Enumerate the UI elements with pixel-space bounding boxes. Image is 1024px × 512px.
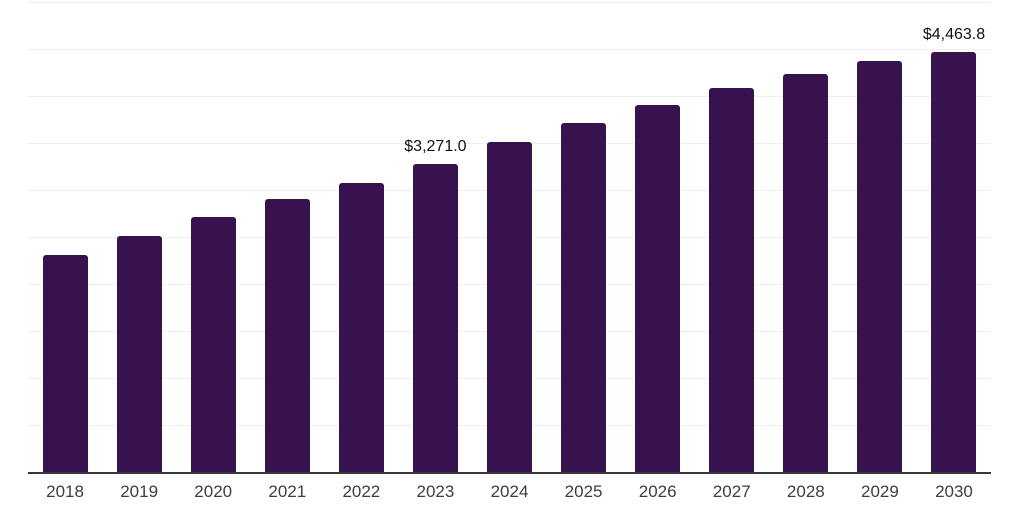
bar-slot-2021 — [250, 2, 324, 472]
x-tick-2026: 2026 — [638, 482, 677, 501]
bar-slot-2022 — [324, 2, 398, 472]
bar-slot-2018 — [28, 2, 102, 472]
x-tick-2018: 2018 — [46, 482, 84, 501]
x-tick-2019: 2019 — [120, 482, 159, 501]
gridline — [28, 48, 991, 50]
bar-slot-2030: $4,463.8 — [917, 2, 991, 472]
bar-slot-2025 — [547, 2, 621, 472]
x-tick-2030: 2030 — [935, 482, 973, 501]
x-tick-2028: 2028 — [786, 482, 825, 501]
bars-row: $3,271.0 $4,463.8 — [28, 2, 991, 472]
bar-slot-2024 — [472, 2, 546, 472]
x-tick-2024: 2024 — [490, 482, 529, 501]
x-tick-2023: 2023 — [416, 482, 455, 501]
bar-2030[interactable] — [931, 52, 977, 472]
bar-slot-2026 — [621, 2, 695, 472]
x-tick-2029: 2029 — [860, 482, 899, 501]
bar-2027[interactable] — [709, 88, 755, 472]
x-tick-2021: 2021 — [268, 482, 307, 501]
x-tick-2027: 2027 — [712, 482, 751, 501]
plot-area: $3,271.0 $4,463.8 — [28, 2, 991, 474]
gridline — [28, 95, 991, 97]
x-tick-2020: 2020 — [194, 482, 233, 501]
x-axis-line — [28, 471, 991, 474]
bar-2028[interactable] — [783, 74, 829, 472]
x-tick-2025: 2025 — [564, 482, 603, 501]
bar-2023[interactable] — [412, 164, 458, 472]
bar-2025[interactable] — [561, 122, 607, 472]
bar-slot-2027 — [695, 2, 769, 472]
bar-2029[interactable] — [857, 61, 903, 472]
bar-slot-2023: $3,271.0 — [398, 2, 472, 472]
bar-value-label-2030: $4,463.8 — [922, 26, 986, 44]
bar-slot-2029 — [843, 2, 917, 472]
x-tick-2022: 2022 — [342, 482, 381, 501]
bar-2022[interactable] — [338, 182, 384, 472]
bar-slot-2020 — [176, 2, 250, 472]
gridline — [28, 2, 991, 3]
bar-slot-2028 — [769, 2, 843, 472]
bar-2021[interactable] — [264, 199, 310, 472]
bar-2018[interactable] — [42, 254, 88, 472]
bar-2026[interactable] — [635, 104, 681, 472]
bar-slot-2019 — [102, 2, 176, 472]
x-axis-labels: 2018 2019 2020 2021 2022 2023 2024 2025 2026 2027… — [28, 482, 991, 502]
bar-2020[interactable] — [190, 216, 236, 472]
bar-2024[interactable] — [487, 142, 532, 472]
bar-2019[interactable] — [116, 236, 162, 472]
bar-value-label-2023: $3,271.0 — [404, 138, 467, 156]
